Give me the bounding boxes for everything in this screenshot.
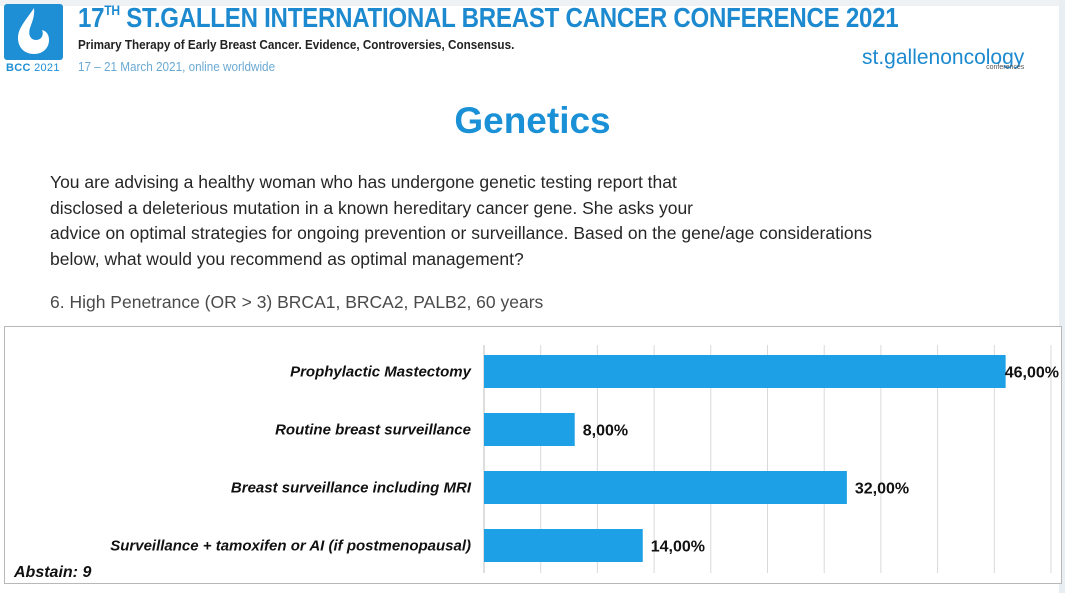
logo-label: BCC 2021 [6,62,60,74]
value-label: 32,00% [855,481,909,498]
question-line: below, what would you recommend as optim… [50,248,524,269]
conference-logo [4,4,63,60]
bar [484,355,1006,388]
bar [484,413,575,446]
question-line: advice on optimal strategies for ongoing… [50,223,873,243]
question-line: disclosed a deleterious mutation in a kn… [50,197,694,218]
conference-date: 17 – 21 March 2021, online worldwide [78,59,276,74]
conference-subtitle: Primary Therapy of Early Breast Cancer. … [78,37,515,52]
poll-results-chart: Prophylactic Mastectomy 46,00% Routine bre… [4,326,1062,584]
category-label: Surveillance + tamoxifen or AI (if postm… [110,538,471,555]
window-frame-right [1059,0,1065,593]
slide-heading: Genetics [454,100,611,141]
value-label: 14,00% [651,539,705,556]
value-label: 46,00% [1005,365,1059,382]
bar [484,471,847,504]
category-label: Routine breast surveillance [275,422,471,439]
brand-subtitle: conferences [986,64,1025,71]
brand-name: st.gallenoncology [862,46,1025,69]
brand-logo: st.gallenoncology conferences [862,46,1025,71]
question-text: You are advising a healthy woman who has… [50,170,1030,272]
category-label: Prophylactic Mastectomy [290,364,472,381]
question-line: You are advising a healthy woman who has… [50,172,677,192]
abstain-count: Abstain: 9 [14,564,92,581]
window-frame-top [0,0,1065,6]
bar [484,529,643,562]
bar-chart-svg: Prophylactic Mastectomy 46,00% Routine bre… [110,345,1059,573]
conference-title: 17TH ST.GALLEN INTERNATIONAL BREAST CANC… [78,2,899,33]
poll-question-label: 6. High Penetrance (OR > 3) BRCA1, BRCA2… [50,292,544,312]
category-label: Breast surveillance including MRI [231,480,472,497]
value-label: 8,00% [583,423,628,440]
